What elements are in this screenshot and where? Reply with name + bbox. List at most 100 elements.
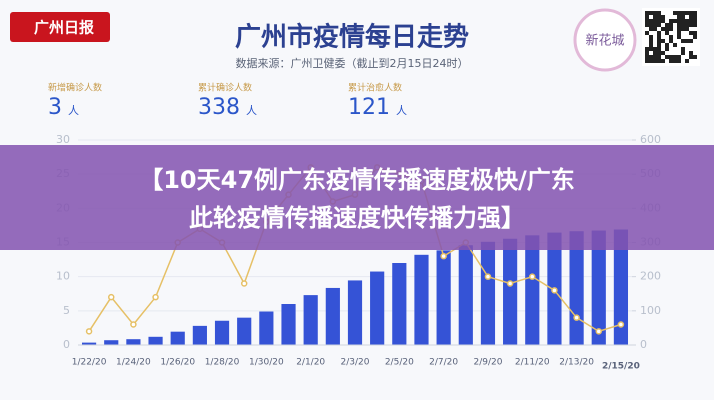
qr-cell: [657, 47, 661, 51]
x-tick-label: 1/24/20: [116, 358, 151, 368]
x-tick-label: 1/22/20: [72, 358, 107, 368]
x-tick-label: 2/15/20: [602, 362, 640, 372]
x-tick-label: 2/3/20: [341, 358, 370, 368]
bar: [414, 254, 429, 345]
y2-tick-label: 0: [640, 338, 647, 351]
qr-cell: [649, 39, 653, 43]
qr-cell: [653, 27, 657, 31]
qr-cell: [645, 47, 649, 51]
y-tick-label: 5: [63, 304, 70, 317]
qr-cell: [653, 51, 657, 55]
qr-cell: [681, 11, 685, 15]
bar: [569, 231, 584, 345]
qr-cell: [665, 23, 669, 27]
qr-cell: [669, 23, 673, 27]
bar: [104, 340, 119, 345]
bar: [392, 263, 407, 345]
qr-cell: [653, 11, 657, 15]
bar: [148, 336, 163, 345]
qr-cell: [665, 31, 669, 35]
qr-cell: [693, 55, 697, 59]
x-tick-label: 2/13/20: [559, 358, 594, 368]
qr-cell: [657, 39, 661, 43]
x-tick-label: 2/9/20: [473, 358, 502, 368]
stat-value: 338: [198, 95, 240, 120]
line-point: [551, 287, 558, 294]
badge: 新花城: [585, 33, 624, 49]
line-point: [617, 321, 625, 328]
qr-cell: [649, 35, 653, 39]
bar: [480, 241, 496, 345]
bar: [347, 280, 363, 345]
qr-cell: [653, 15, 657, 19]
line-point: [484, 273, 492, 280]
qr-cell: [677, 55, 681, 59]
qr-cell: [649, 23, 653, 27]
qr-cell: [645, 19, 649, 23]
qr-cell: [661, 27, 665, 31]
bar: [192, 325, 207, 345]
x-tick-label: 2/7/20: [429, 358, 458, 368]
y-tick-label: 0: [63, 338, 70, 351]
y-tick-label: 30: [56, 133, 70, 146]
bar: [126, 339, 141, 345]
qr-cell: [689, 51, 693, 55]
y-tick-label: 10: [56, 270, 70, 283]
qr-cell: [673, 55, 677, 59]
qr-cell: [657, 59, 661, 63]
qr-cell: [685, 27, 689, 31]
qr-cell: [645, 31, 649, 35]
qr-cell: [673, 19, 677, 23]
qr-cell: [681, 27, 685, 31]
qr-cell: [681, 39, 685, 43]
qr-cell: [673, 43, 677, 47]
bar: [436, 250, 451, 345]
stat-label: 新增确诊人数: [48, 82, 102, 94]
qr-cell: [685, 23, 689, 27]
qr-cell: [685, 19, 689, 23]
qr-cell: [645, 51, 649, 55]
qr-cell: [657, 19, 661, 23]
bar: [458, 245, 473, 345]
title: 广州市疫情每日走势: [235, 22, 469, 53]
stat-value: 3: [48, 95, 62, 120]
x-tick-label: 1/30/20: [249, 358, 284, 368]
stat-value: 121: [348, 95, 390, 120]
qr-cell: [657, 23, 661, 27]
line-point: [240, 280, 248, 287]
qr-cell: [693, 19, 697, 23]
qr-cell: [689, 31, 693, 35]
bar: [259, 311, 274, 345]
bar: [613, 229, 629, 345]
x-tick-label: 2/11/20: [515, 358, 550, 368]
qr-cell: [649, 55, 653, 59]
qr-cell: [661, 15, 665, 19]
qr-cell: [661, 59, 665, 63]
qr-cell: [677, 35, 681, 39]
qr-code: [642, 8, 700, 66]
bar: [170, 331, 185, 345]
logo: 广州日报: [34, 19, 94, 37]
qr-cell: [693, 23, 697, 27]
bar: [81, 342, 97, 345]
line-point: [130, 321, 137, 328]
banner: [0, 145, 714, 250]
qr-cell: [677, 11, 681, 15]
banner-line: 【10天47例广东疫情传播速度极快/广东: [139, 166, 575, 194]
bar: [591, 230, 606, 345]
line-point: [440, 252, 447, 260]
qr-cell: [669, 27, 673, 31]
qr-cell: [657, 35, 661, 39]
qr-cell: [665, 43, 669, 47]
qr-cell: [669, 35, 673, 39]
qr-cell: [681, 47, 685, 51]
qr-cell: [653, 47, 657, 51]
qr-cell: [677, 15, 681, 19]
bar: [214, 320, 230, 345]
qr-cell: [645, 11, 649, 15]
logo-box: [10, 12, 110, 42]
qr-cell: [649, 47, 653, 51]
stat-unit: 人: [396, 104, 407, 117]
qr-cell: [645, 55, 649, 59]
